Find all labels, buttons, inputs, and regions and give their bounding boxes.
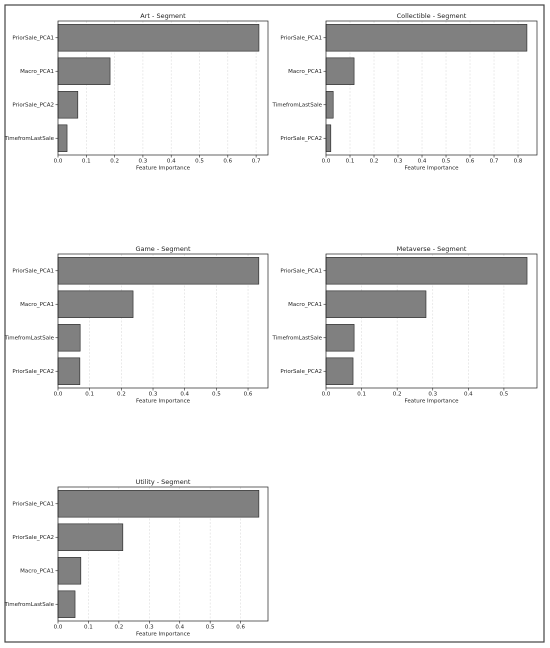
- y-tick-label: TimefromLastSale: [4, 335, 55, 341]
- y-tick-label: Macro_PCA1: [288, 302, 322, 308]
- chart-title: Art - Segment: [140, 12, 186, 20]
- bar: [57, 490, 260, 518]
- y-tick-label: PriorSale_PCA1: [12, 501, 54, 507]
- y-tick-label: TimefromLastSale: [4, 136, 55, 142]
- y-tick-label: TimefromLastSale: [272, 102, 323, 108]
- x-tick-label: 0.6: [244, 392, 253, 398]
- y-tick-label: Macro_PCA1: [20, 69, 54, 75]
- x-axis-label: Feature Importance: [136, 632, 191, 638]
- x-tick-label: 0.4: [175, 625, 184, 631]
- x-tick-label: 0.5: [500, 392, 509, 398]
- x-tick-label: 0.2: [110, 159, 119, 165]
- x-tick-label: 0.0: [54, 625, 63, 631]
- x-tick-label: 0.0: [54, 392, 63, 398]
- x-tick-label: 0.6: [466, 159, 475, 165]
- plot-frame: [325, 253, 538, 389]
- y-tick-label: PriorSale_PCA2: [12, 369, 54, 375]
- x-tick-label: 0.2: [114, 625, 123, 631]
- x-axis-label: Feature Importance: [404, 399, 459, 405]
- x-tick-label: 0.5: [195, 159, 204, 165]
- bar: [325, 257, 528, 285]
- bar: [325, 357, 354, 385]
- x-tick-label: 0.1: [84, 625, 93, 631]
- plot-frame: [57, 486, 269, 622]
- x-tick-label: 0.1: [85, 392, 94, 398]
- plot-frame: [57, 20, 269, 156]
- bar: [57, 257, 260, 285]
- y-tick-label: PriorSale_PCA1: [280, 35, 322, 41]
- x-tick-label: 0.2: [393, 392, 402, 398]
- x-tick-label: 0.4: [180, 392, 189, 398]
- x-tick-label: 0.7: [490, 159, 499, 165]
- y-tick-label: PriorSale_PCA2: [12, 535, 54, 541]
- x-tick-label: 0.5: [212, 392, 221, 398]
- x-tick-label: 0.3: [145, 625, 154, 631]
- x-tick-label: 0.1: [346, 159, 355, 165]
- bar: [57, 24, 260, 52]
- x-tick-label: 0.0: [322, 392, 331, 398]
- y-tick-label: PriorSale_PCA2: [12, 102, 54, 108]
- x-tick-label: 0.5: [442, 159, 451, 165]
- x-tick-label: 0.6: [236, 625, 245, 631]
- x-tick-label: 0.4: [167, 159, 176, 165]
- bar: [57, 590, 76, 618]
- chart-title: Collectible - Segment: [397, 12, 467, 20]
- x-tick-label: 0.3: [394, 159, 403, 165]
- bar: [325, 324, 355, 352]
- bar: [325, 24, 528, 52]
- bar: [57, 523, 124, 551]
- chart-title: Game - Segment: [135, 245, 191, 253]
- y-tick-label: Macro_PCA1: [20, 568, 54, 574]
- bar: [325, 124, 332, 152]
- bar: [57, 357, 81, 385]
- bar: [57, 557, 82, 585]
- x-tick-label: 0.1: [357, 392, 366, 398]
- plot-frame: [325, 20, 538, 156]
- y-tick-label: PriorSale_PCA2: [280, 369, 322, 375]
- bar: [57, 290, 134, 318]
- bar: [325, 57, 355, 85]
- x-tick-label: 0.1: [82, 159, 91, 165]
- x-tick-label: 0.5: [206, 625, 215, 631]
- y-tick-label: PriorSale_PCA1: [12, 268, 54, 274]
- bar: [325, 290, 427, 318]
- y-tick-label: TimefromLastSale: [4, 602, 55, 608]
- y-tick-label: Macro_PCA1: [20, 302, 54, 308]
- bar: [57, 324, 81, 352]
- x-tick-label: 0.8: [514, 159, 523, 165]
- x-axis-label: Feature Importance: [136, 166, 191, 172]
- x-tick-label: 0.3: [149, 392, 158, 398]
- x-axis-label: Feature Importance: [404, 166, 459, 172]
- x-tick-label: 0.7: [252, 159, 261, 165]
- bar: [325, 91, 334, 119]
- x-tick-label: 0.4: [418, 159, 427, 165]
- x-tick-label: 0.3: [428, 392, 437, 398]
- y-tick-label: PriorSale_PCA2: [280, 136, 322, 142]
- x-tick-label: 0.4: [464, 392, 473, 398]
- x-tick-label: 0.2: [370, 159, 379, 165]
- y-tick-label: PriorSale_PCA1: [12, 35, 54, 41]
- x-tick-label: 0.2: [117, 392, 126, 398]
- y-tick-label: PriorSale_PCA1: [280, 268, 322, 274]
- x-tick-label: 0.3: [139, 159, 148, 165]
- x-tick-label: 0.6: [223, 159, 232, 165]
- plot-frame: [57, 253, 269, 389]
- chart-title: Utility - Segment: [136, 478, 191, 486]
- figure-border: [4, 4, 545, 643]
- x-tick-label: 0.0: [54, 159, 63, 165]
- bar: [57, 91, 79, 119]
- bar: [57, 57, 111, 85]
- bar: [57, 124, 68, 152]
- x-axis-label: Feature Importance: [136, 399, 191, 405]
- chart-title: Metaverse - Segment: [397, 245, 467, 253]
- y-tick-label: Macro_PCA1: [288, 69, 322, 75]
- x-tick-label: 0.0: [322, 159, 331, 165]
- y-tick-label: TimefromLastSale: [272, 335, 323, 341]
